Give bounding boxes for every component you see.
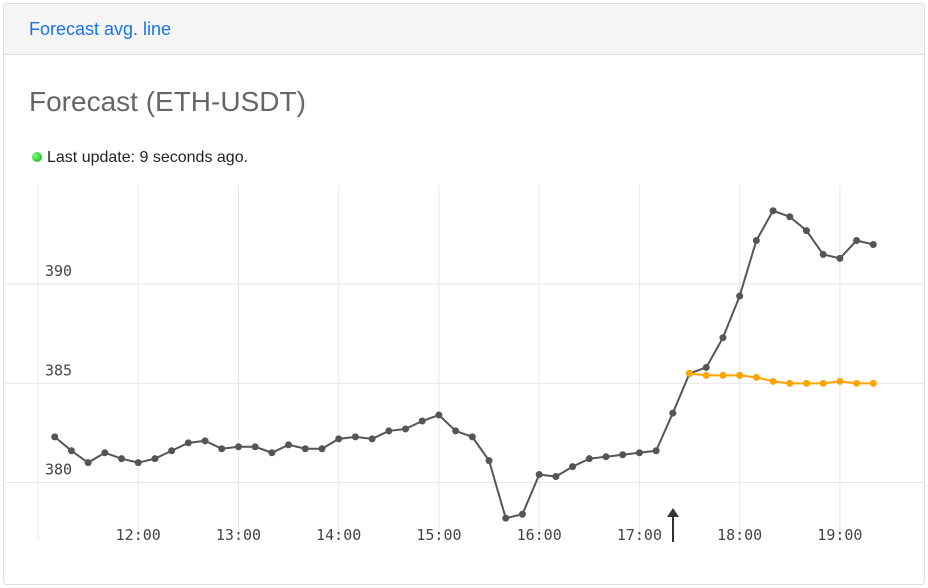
point	[769, 377, 777, 385]
x-tick-label: 14:00	[316, 526, 361, 544]
point	[535, 471, 543, 479]
point	[452, 427, 460, 435]
point	[635, 449, 643, 457]
y-tick-label: 390	[45, 262, 72, 280]
plot: 380 385 390 12:00 13:00 14:00 15:00 16:00 17:00 1…	[45, 207, 877, 544]
point	[619, 451, 627, 459]
status-text: Last update: 9 seconds ago.	[47, 149, 249, 166]
point	[518, 510, 526, 518]
status-dot	[32, 152, 42, 162]
point	[736, 371, 744, 379]
point	[836, 377, 844, 385]
chart-title: Forecast (ETH-USDT)	[29, 86, 306, 117]
point	[869, 240, 877, 248]
point	[769, 207, 777, 215]
point	[234, 443, 242, 451]
point	[285, 441, 293, 449]
point	[435, 411, 443, 419]
point	[385, 427, 393, 435]
point	[652, 447, 660, 455]
x-tick-label: 12:00	[116, 526, 161, 544]
point	[184, 439, 192, 447]
point	[418, 417, 426, 425]
x-tick-label: 17:00	[617, 526, 662, 544]
point	[752, 373, 760, 381]
status: Last update: 9 seconds ago.	[32, 149, 248, 167]
x-tick-label: 16:00	[517, 526, 562, 544]
card-header[interactable]: Forecast avg. line	[4, 4, 924, 55]
series-line	[54, 209, 874, 520]
point	[752, 237, 760, 245]
point	[502, 514, 510, 522]
point	[318, 445, 326, 453]
x-tick-label: 19:00	[817, 526, 862, 544]
point	[719, 334, 727, 342]
point	[335, 435, 343, 443]
point	[669, 409, 677, 417]
x-tick-label: 15:00	[416, 526, 461, 544]
point	[552, 473, 560, 481]
point	[802, 379, 810, 387]
point	[67, 447, 75, 455]
point	[268, 449, 276, 457]
point	[134, 459, 142, 467]
point	[101, 449, 109, 457]
point	[736, 292, 744, 300]
point	[301, 445, 309, 453]
point	[719, 371, 727, 379]
point	[786, 213, 794, 221]
card: Forecast avg. line Forecast (ETH-USDT) L…	[3, 3, 925, 585]
point	[402, 425, 410, 433]
point	[819, 379, 827, 387]
point	[368, 435, 376, 443]
point	[602, 453, 610, 461]
point	[686, 369, 694, 377]
point	[351, 433, 359, 441]
point	[869, 379, 877, 387]
point	[51, 433, 59, 441]
point	[853, 379, 861, 387]
point	[118, 455, 126, 463]
grid	[5, 185, 924, 540]
point	[853, 237, 861, 245]
point	[251, 443, 259, 451]
point	[485, 457, 493, 465]
x-tick-label: 13:00	[216, 526, 261, 544]
point	[569, 463, 577, 471]
y-tick-label: 385	[45, 361, 72, 379]
series-line	[689, 372, 874, 385]
y-tick-label: 380	[45, 460, 72, 478]
point	[218, 445, 226, 453]
point	[201, 437, 209, 445]
point	[786, 379, 794, 387]
point	[151, 455, 159, 463]
point	[836, 254, 844, 262]
point	[585, 455, 593, 463]
point	[168, 447, 176, 455]
point	[702, 371, 710, 379]
arrow	[667, 508, 679, 542]
point	[84, 459, 92, 467]
point	[468, 433, 476, 441]
x-tick-label: 18:00	[717, 526, 762, 544]
point	[802, 227, 810, 235]
point	[819, 250, 827, 258]
point	[702, 363, 710, 371]
